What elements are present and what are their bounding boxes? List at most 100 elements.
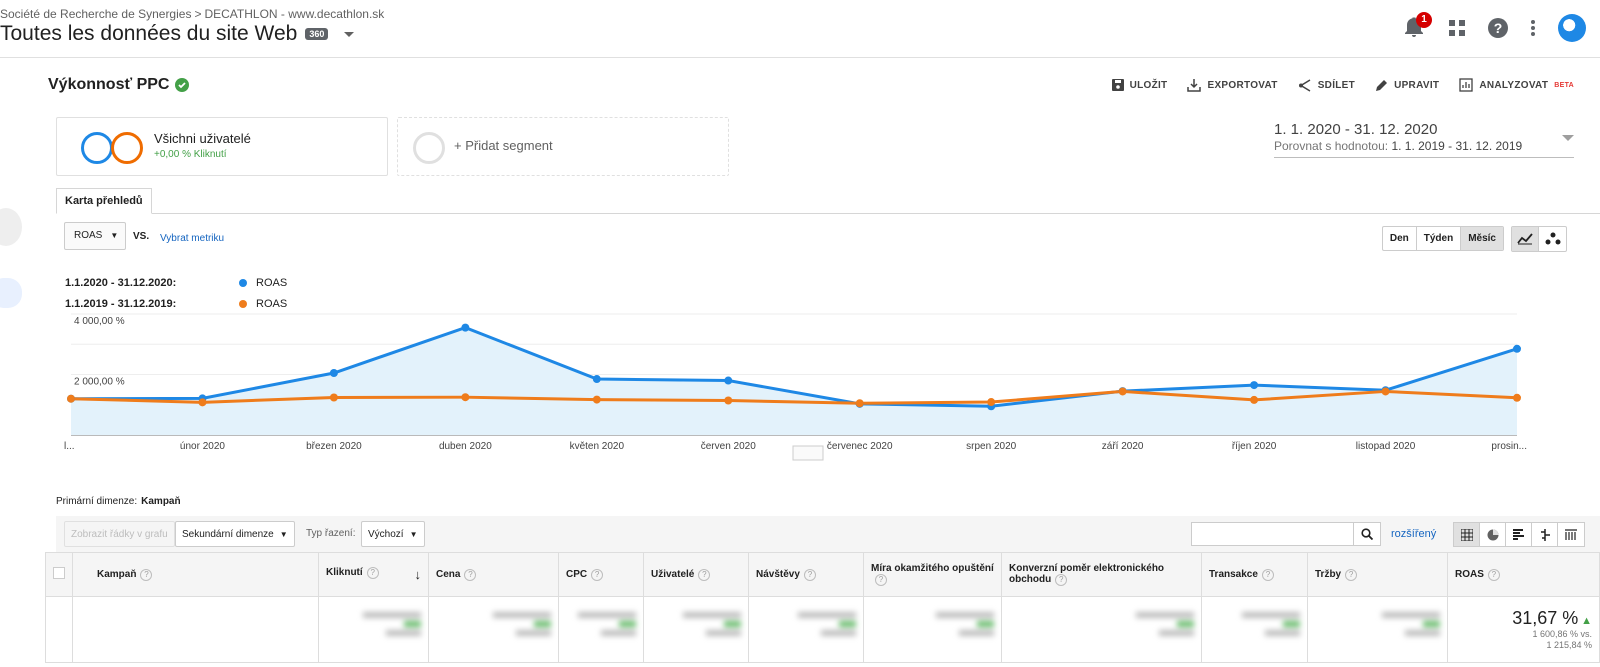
roas-total-value: 31,67 % xyxy=(1512,608,1579,628)
share-button[interactable]: SDÍLET xyxy=(1298,78,1355,92)
col-label: Návštěvy xyxy=(756,568,800,580)
data-point-1 xyxy=(855,399,864,408)
col-transactions[interactable]: Transakce? xyxy=(1201,552,1308,597)
data-point-0 xyxy=(724,376,733,385)
line-chart-button[interactable] xyxy=(1512,227,1539,251)
breadcrumb-account[interactable]: DECATHLON - www.decathlon.sk xyxy=(204,7,385,21)
help-icon[interactable]: ? xyxy=(1487,568,1500,581)
help-icon[interactable]: ? xyxy=(1345,568,1358,581)
date-range-picker[interactable]: 1. 1. 2020 - 31. 12. 2020 Porovnat s hod… xyxy=(1274,121,1574,158)
add-segment-button[interactable]: + Přidat segment xyxy=(397,117,729,176)
period-day-button[interactable]: Den xyxy=(1383,227,1417,250)
sort-type-select[interactable]: Výchozí ▼ xyxy=(361,521,425,547)
report-actions: ULOŽIT EXPORTOVAT SDÍLET UPRAVIT ANALYZO… xyxy=(1111,78,1574,92)
add-segment-label: + Přidat segment xyxy=(454,138,553,153)
y-tick-label: 4 000,00 % xyxy=(74,316,125,327)
property-selector[interactable]: Toutes les données du site Web 360 xyxy=(0,22,355,46)
data-point-1 xyxy=(724,396,733,405)
search-button[interactable] xyxy=(1353,522,1381,546)
primary-dimension-value[interactable]: Kampaň xyxy=(141,496,181,507)
sidebar-item[interactable] xyxy=(0,208,22,246)
help-icon[interactable]: ? xyxy=(875,574,887,586)
apps-grid-icon[interactable] xyxy=(1448,19,1466,37)
col-sessions[interactable]: Návštěvy? xyxy=(748,552,864,597)
secondary-dimension-label: Sekundární dimenze xyxy=(182,528,274,540)
motion-chart-button[interactable] xyxy=(1539,227,1566,251)
col-conversion-rate[interactable]: Konverzní poměr elektronického obchodu? xyxy=(1001,552,1202,597)
data-point-0 xyxy=(1513,344,1521,353)
save-button[interactable]: ULOŽIT xyxy=(1111,78,1168,92)
share-icon xyxy=(1298,78,1311,92)
data-point-1 xyxy=(1381,387,1390,396)
bubble-chart-icon xyxy=(1545,232,1560,245)
period-week-button[interactable]: Týden xyxy=(1417,227,1462,250)
x-tick-label: květen 2020 xyxy=(570,441,625,452)
chevron-down-icon xyxy=(1562,135,1574,141)
legend-dot xyxy=(239,278,247,287)
help-icon[interactable]: ? xyxy=(803,568,816,581)
col-bounce-rate[interactable]: Míra okamžitého opuštění? xyxy=(863,552,1002,597)
notifications-button[interactable]: 1 xyxy=(1404,12,1432,40)
help-icon[interactable]: ? xyxy=(1261,568,1274,581)
export-button[interactable]: EXPORTOVAT xyxy=(1187,78,1277,92)
pencil-icon xyxy=(1376,79,1388,91)
analyze-button[interactable]: ANALYZOVAT BETA xyxy=(1459,78,1574,92)
help-icon[interactable]: ? xyxy=(464,568,477,581)
tab-overview[interactable]: Karta přehledů xyxy=(56,188,152,214)
date-range-main: 1. 1. 2020 - 31. 12. 2020 xyxy=(1274,121,1438,138)
account-avatar[interactable] xyxy=(1558,14,1586,42)
col-campaign[interactable]: Kampaň? xyxy=(72,552,319,597)
export-icon xyxy=(1187,78,1202,92)
select-all-checkbox[interactable] xyxy=(53,567,65,579)
view-pie-button[interactable] xyxy=(1480,523,1506,546)
segment-all-users[interactable]: Všichni uživatelé +0,00 % Kliknutí xyxy=(56,117,388,176)
plot-rows-button[interactable]: Zobrazit řádky v grafu xyxy=(64,521,175,547)
pivot-icon xyxy=(1565,528,1577,540)
help-icon[interactable]: ? xyxy=(140,568,153,581)
breadcrumb-org[interactable]: Société de Recherche de Synergies xyxy=(0,7,192,21)
col-cpc[interactable]: CPC? xyxy=(558,552,644,597)
help-icon[interactable]: ? xyxy=(698,568,711,581)
breadcrumb[interactable]: Société de Recherche de Synergies > DECATH… xyxy=(0,7,384,21)
help-icon[interactable]: ? xyxy=(1055,574,1068,586)
data-point-1 xyxy=(198,398,207,407)
roas-total-cell: 31,67 % ▲ 1 600,86 % vs. 1 215,84 % xyxy=(1447,596,1600,663)
col-clicks[interactable]: Kliknutí? ↓ xyxy=(318,552,429,597)
x-tick-label: září 2020 xyxy=(1102,441,1144,452)
bar-icon xyxy=(1512,528,1524,540)
notification-count: 1 xyxy=(1416,12,1432,28)
col-users[interactable]: Uživatelé? xyxy=(643,552,749,597)
select-metric-link[interactable]: Vybrat metriku xyxy=(160,233,225,244)
period-month-button[interactable]: Měsíc xyxy=(1461,227,1503,250)
advanced-filter-link[interactable]: rozšířený xyxy=(1391,528,1437,540)
legend-period: 1.1.2020 - 31.12.2020: xyxy=(65,276,177,289)
legend-row: 1.1.2019 - 31.12.2019: ROAS xyxy=(65,293,287,314)
legend-period: 1.1.2019 - 31.12.2019: xyxy=(65,297,177,310)
col-revenue[interactable]: Tržby? xyxy=(1307,552,1448,597)
arrow-up-icon: ▲ xyxy=(1581,615,1592,627)
chevron-down-icon xyxy=(344,31,355,37)
caret-down-icon: ▼ xyxy=(409,529,418,539)
x-tick-label: l... xyxy=(64,441,75,452)
secondary-dimension-select[interactable]: Sekundární dimenze ▼ xyxy=(175,521,295,547)
search-icon xyxy=(1361,528,1373,540)
view-comparison-button[interactable] xyxy=(1532,523,1558,546)
help-icon[interactable]: ? xyxy=(591,568,604,581)
more-vert-icon[interactable] xyxy=(1530,19,1536,37)
edit-button[interactable]: UPRAVIT xyxy=(1375,78,1439,92)
view-performance-button[interactable] xyxy=(1506,523,1532,546)
sidebar-item-active[interactable] xyxy=(0,278,22,308)
help-icon[interactable]: ? xyxy=(366,567,379,579)
metric-select[interactable]: ROAS ▼ xyxy=(64,222,126,250)
blurred-total xyxy=(748,596,864,663)
col-roas[interactable]: ROAS? xyxy=(1447,552,1600,597)
help-icon[interactable]: ? xyxy=(1488,18,1508,38)
col-cost[interactable]: Cena? xyxy=(428,552,559,597)
view-data-button[interactable] xyxy=(1454,523,1480,546)
view-pivot-button[interactable] xyxy=(1558,523,1584,546)
badge-360: 360 xyxy=(305,28,329,40)
segment-sub: +0,00 % Kliknutí xyxy=(154,149,227,160)
x-tick-label: březen 2020 xyxy=(306,441,362,452)
table-search-input[interactable] xyxy=(1191,522,1356,546)
top-bar: Société de Recherche de Synergies > DECATH… xyxy=(0,0,1600,58)
